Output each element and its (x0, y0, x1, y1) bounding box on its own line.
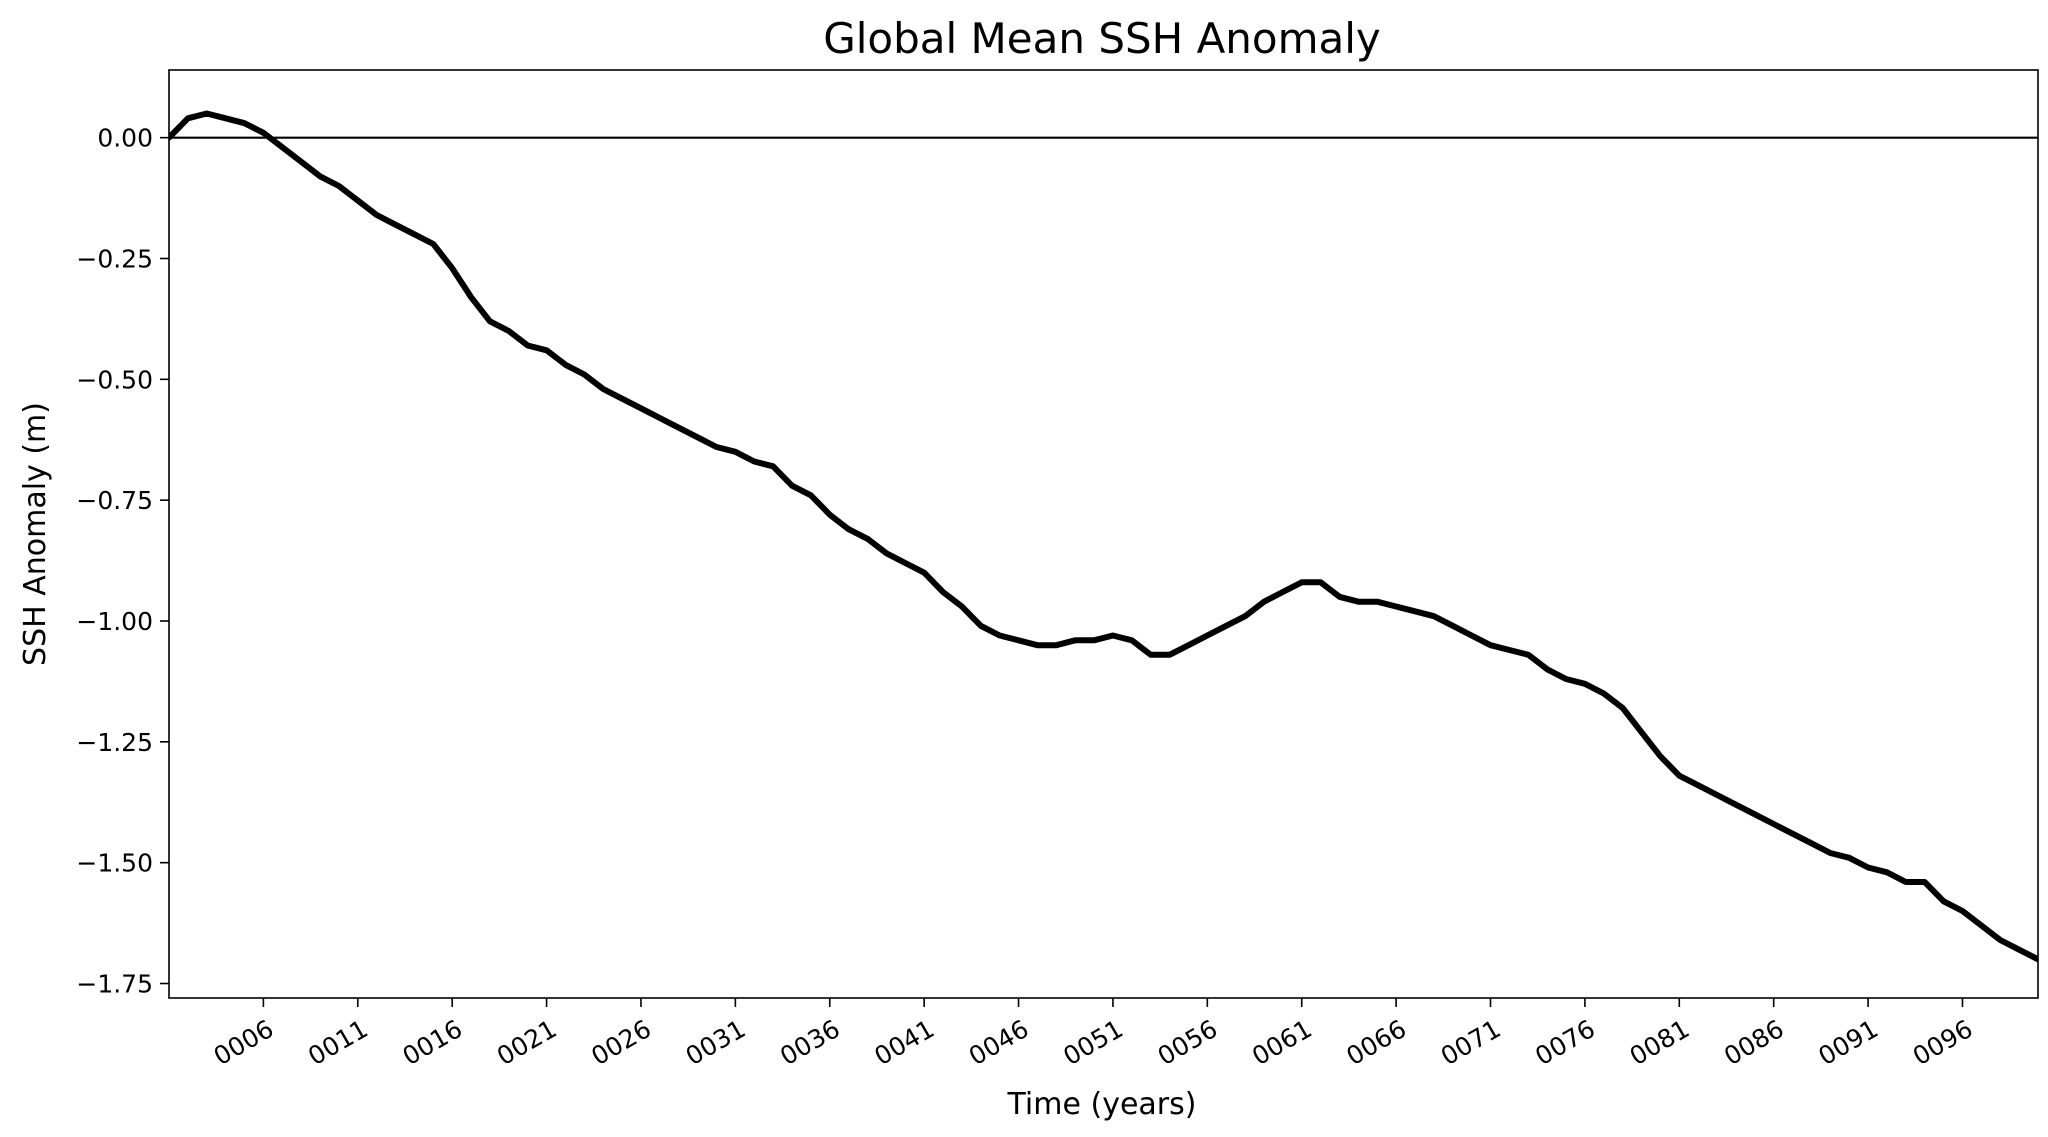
y-tick-label: −1.75 (76, 970, 153, 999)
y-tick-label: −0.75 (76, 486, 153, 515)
y-axis-label: SSH Anomaly (m) (18, 402, 53, 666)
series-line-0 (169, 110, 2038, 963)
plot-area (169, 110, 2038, 963)
y-axis-ticks: 0.00 −0.25 −0.50 −0.75 −1.00 −1.25 −1.50 −1.75 (76, 124, 169, 999)
chart-title: Global Mean SSH Anomaly (823, 14, 1381, 63)
axes-frame (168, 69, 2039, 999)
y-tick-label: −1.25 (76, 728, 153, 757)
y-tick-label: −1.00 (76, 607, 153, 636)
x-axis-label: Time (years) (1007, 1087, 1197, 1122)
y-tick-label: −0.25 (76, 245, 153, 274)
y-tick-label: 0.00 (97, 124, 153, 153)
y-tick-label: −0.50 (76, 365, 153, 394)
y-tick-label: −1.50 (76, 849, 153, 878)
